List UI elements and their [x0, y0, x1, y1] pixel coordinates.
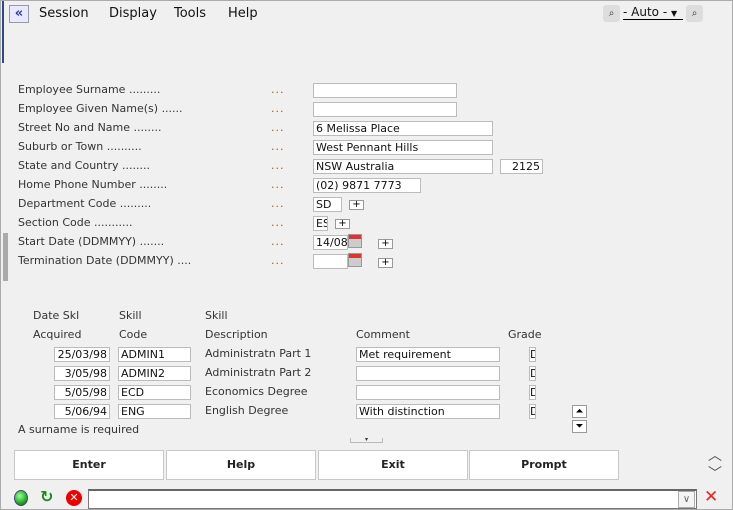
skill-comment-input[interactable]: With distinction: [356, 404, 500, 419]
field-label: Home Phone Number ........: [18, 178, 168, 191]
header-description: Description: [205, 328, 268, 341]
status-ok-icon: [14, 490, 28, 506]
skill-grade-input[interactable]: D: [529, 385, 536, 400]
date-prompt-button[interactable]: +: [378, 239, 393, 249]
skill-description: English Degree: [205, 404, 289, 417]
menu-session[interactable]: Session: [39, 6, 89, 21]
skill-comment-input[interactable]: [356, 366, 500, 381]
field-dots: ...: [271, 254, 285, 267]
header-code: Code: [119, 328, 148, 341]
field-dots: ...: [271, 235, 285, 248]
field-input[interactable]: West Pennant Hills: [313, 140, 493, 155]
skill-date-input[interactable]: 5/05/98: [54, 385, 110, 400]
field-label: State and Country ........: [18, 159, 150, 172]
zoom-in-icon[interactable]: ⌕: [686, 5, 703, 22]
field-input[interactable]: [313, 83, 457, 98]
header-grade: Grade: [508, 328, 542, 341]
field-input[interactable]: [313, 102, 457, 117]
zoom-select[interactable]: - Auto - ▼: [623, 5, 683, 20]
skill-date-input[interactable]: 3/05/98: [54, 366, 110, 381]
help-button[interactable]: Help: [166, 450, 316, 480]
field-label: Termination Date (DDMMYY) ....: [18, 254, 192, 267]
field-label: Suburb or Town ..........: [18, 140, 142, 153]
clear-icon[interactable]: ✕: [704, 487, 719, 507]
expand-arrow-icon[interactable]: ▾: [350, 437, 383, 443]
skill-grade-input[interactable]: D: [529, 347, 536, 362]
skill-code-input[interactable]: ENG: [118, 404, 191, 419]
field-label: Employee Given Name(s) ......: [18, 102, 183, 115]
command-input[interactable]: [88, 489, 697, 509]
field-input[interactable]: ES: [313, 216, 328, 231]
field-input[interactable]: [313, 254, 348, 269]
exit-button[interactable]: Exit: [318, 450, 468, 480]
header-comment: Comment: [356, 328, 410, 341]
menu-help[interactable]: Help: [228, 6, 258, 21]
dept-prompt-button[interactable]: +: [349, 200, 364, 210]
skill-comment-input[interactable]: Met requirement: [356, 347, 500, 362]
field-input[interactable]: (02) 9871 7773: [313, 178, 421, 193]
zoom-value: - Auto -: [623, 5, 668, 19]
scroll-top-button[interactable]: ⏶: [572, 405, 587, 418]
header-skill2: Skill: [205, 309, 228, 322]
field-label: Employee Surname .........: [18, 83, 161, 96]
left-scroll-marker: [3, 233, 8, 281]
skill-comment-input[interactable]: [356, 385, 500, 400]
dropdown-arrow-icon: ▼: [670, 9, 678, 18]
field-dots: ...: [271, 102, 285, 115]
section-prompt-button[interactable]: +: [335, 219, 350, 229]
cancel-icon[interactable]: ✕: [66, 490, 82, 506]
field-dots: ...: [271, 159, 285, 172]
field-input[interactable]: NSW Australia: [313, 159, 493, 174]
field-dots: ...: [271, 140, 285, 153]
status-message: A surname is required: [18, 423, 140, 436]
skill-description: Administratn Part 2: [205, 366, 312, 379]
field-input[interactable]: 14/08: [313, 235, 348, 250]
skill-description: Administratn Part 1: [205, 347, 312, 360]
header-acquired: Acquired: [33, 328, 82, 341]
prompt-button[interactable]: Prompt: [469, 450, 619, 480]
skill-code-input[interactable]: ADMIN2: [118, 366, 191, 381]
scroll-bottom-button[interactable]: ⏷: [572, 420, 587, 433]
left-edge-marker: [2, 1, 4, 63]
field-label: Start Date (DDMMYY) .......: [18, 235, 165, 248]
header-skill: Skill: [119, 309, 142, 322]
calendar-icon[interactable]: [348, 234, 362, 248]
field-dots: ...: [271, 83, 285, 96]
field-label: Department Code .........: [18, 197, 152, 210]
enter-button[interactable]: Enter: [14, 450, 164, 480]
skill-grade-input[interactable]: D: [529, 366, 536, 381]
skill-code-input[interactable]: ECD: [118, 385, 191, 400]
skill-date-input[interactable]: 5/06/94: [54, 404, 110, 419]
zoom-out-icon[interactable]: ⌕: [603, 5, 620, 22]
command-dropdown-icon[interactable]: ∨: [678, 491, 695, 508]
page-down-icon[interactable]: ﹀: [708, 466, 722, 482]
skill-date-input[interactable]: 25/03/98: [54, 347, 110, 362]
field-dots: ...: [271, 216, 285, 229]
field-input[interactable]: 6 Melissa Place: [313, 121, 493, 136]
postcode-input[interactable]: 2125: [500, 159, 543, 174]
menu-tools[interactable]: Tools: [174, 6, 207, 21]
field-input[interactable]: SD: [313, 197, 342, 212]
page-up-icon[interactable]: ︿: [708, 448, 722, 464]
skill-description: Economics Degree: [205, 385, 308, 398]
header-date-skl: Date Skl: [33, 309, 80, 322]
field-dots: ...: [271, 178, 285, 191]
date-prompt-button[interactable]: +: [378, 258, 393, 268]
calendar-icon[interactable]: [348, 253, 362, 267]
field-label: Street No and Name ........: [18, 121, 162, 134]
field-dots: ...: [271, 197, 285, 210]
skill-code-input[interactable]: ADMIN1: [118, 347, 191, 362]
collapse-icon[interactable]: «: [9, 5, 29, 23]
menu-display[interactable]: Display: [109, 6, 157, 21]
skill-grade-input[interactable]: D: [529, 404, 536, 419]
field-label: Section Code ...........: [18, 216, 133, 229]
refresh-icon[interactable]: ↻: [40, 487, 54, 506]
field-dots: ...: [271, 121, 285, 134]
